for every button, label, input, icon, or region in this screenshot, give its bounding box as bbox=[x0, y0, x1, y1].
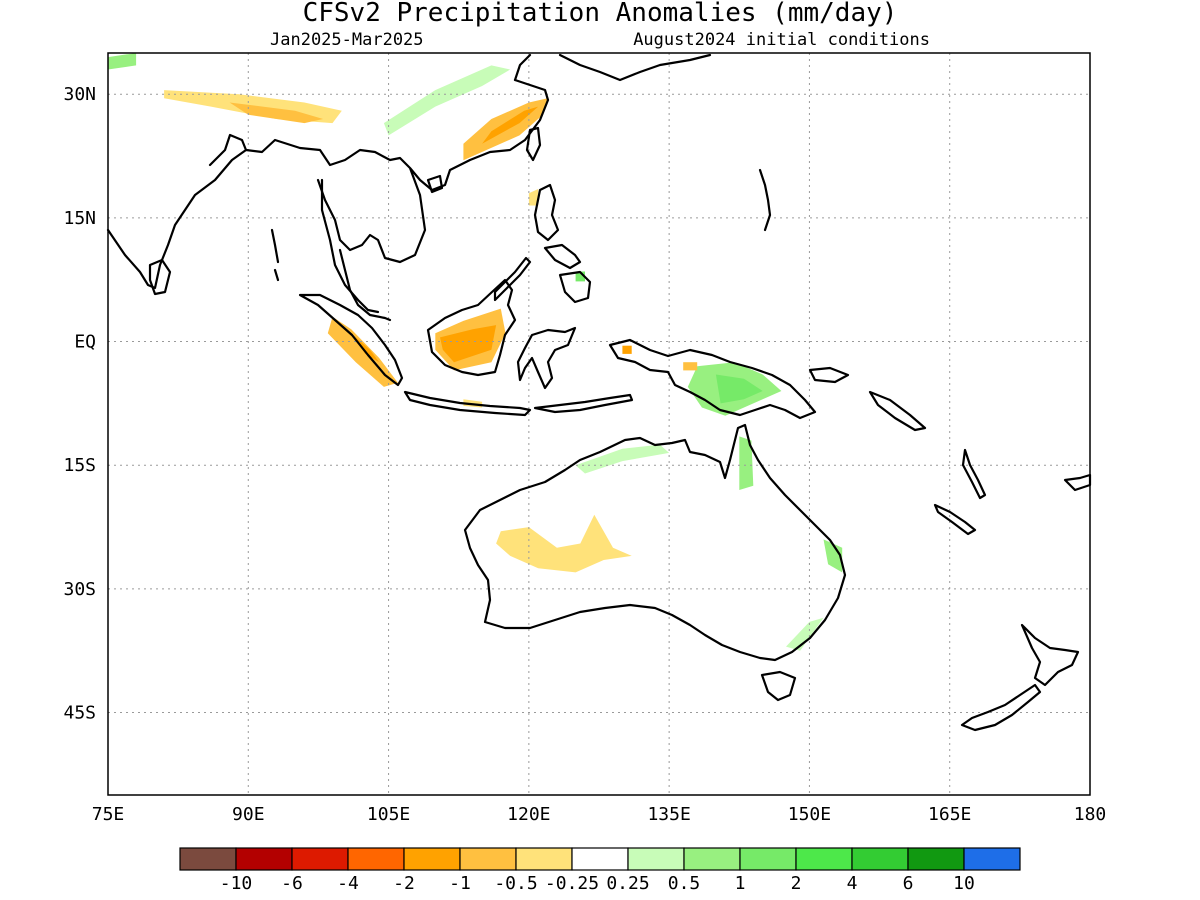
latitude-tick-label: 45S bbox=[63, 703, 96, 724]
longitude-tick-label: 105E bbox=[367, 804, 410, 825]
tasmania-coastline bbox=[760, 670, 797, 702]
colorbar-label: -6 bbox=[281, 873, 303, 894]
sri-lanka-coastline bbox=[148, 258, 172, 296]
nsw-wet-anomaly bbox=[786, 617, 824, 651]
sumatra-coastline bbox=[298, 293, 404, 387]
gridlines bbox=[108, 53, 1090, 795]
longitude-tick-label: 150E bbox=[788, 804, 831, 825]
colorbar-swatch bbox=[739, 847, 797, 871]
colorbar-label: 1 bbox=[735, 873, 746, 894]
colorbar-swatch bbox=[851, 847, 909, 871]
colorbar-label: 0.5 bbox=[668, 873, 701, 894]
east-asia-coastline bbox=[513, 53, 712, 82]
colorbar-swatch bbox=[459, 847, 517, 871]
latitude-labels: 30N 15N EQ 15S 30S 45S bbox=[63, 84, 96, 723]
colorbar-swatch bbox=[963, 847, 1021, 871]
new-guinea-dry-anomaly bbox=[683, 362, 698, 371]
latitude-tick-label: 15S bbox=[63, 455, 96, 476]
colorbar-swatch bbox=[627, 847, 685, 871]
colorbar-label: -0.25 bbox=[545, 873, 599, 894]
andaman-islands-coastline bbox=[270, 228, 280, 282]
colorbar-label: -0.5 bbox=[494, 873, 537, 894]
colorbar-label: 10 bbox=[953, 873, 975, 894]
latitude-tick-label: 30N bbox=[63, 84, 96, 105]
colorbar-swatch bbox=[795, 847, 853, 871]
colorbar-swatch bbox=[347, 847, 405, 871]
colorbar-swatch bbox=[907, 847, 965, 871]
taiwan-coastline bbox=[525, 126, 542, 162]
map-plot-area bbox=[106, 52, 1092, 796]
vanuatu-coastline bbox=[961, 448, 987, 500]
east-australia-wet-anomaly bbox=[823, 539, 843, 573]
colorbar-label: -1 bbox=[449, 873, 471, 894]
colorbar-swatch bbox=[403, 847, 461, 871]
marianas-islands-coastline bbox=[758, 168, 772, 232]
java-coastline bbox=[403, 390, 532, 417]
fiji-coastline bbox=[1063, 473, 1092, 492]
colorbar-label: 0.25 bbox=[606, 873, 649, 894]
visayas-coastline bbox=[543, 243, 582, 270]
colorbar-swatch bbox=[291, 847, 349, 871]
palawan-coastline bbox=[493, 256, 532, 302]
longitude-tick-label: 165E bbox=[928, 804, 971, 825]
south-china-dry-inner-anomaly bbox=[482, 106, 539, 144]
colorbar-swatch bbox=[515, 847, 573, 871]
map-frame bbox=[107, 52, 1091, 796]
longitude-tick-label: 135E bbox=[647, 804, 690, 825]
map-title: CFSv2 Precipitation Anomalies (mm/day) bbox=[303, 0, 898, 28]
latitude-tick-label: EQ bbox=[74, 332, 96, 353]
new-britain-coastline bbox=[808, 366, 850, 384]
malay-peninsula-coastline bbox=[320, 178, 380, 314]
latitude-tick-label: 30S bbox=[63, 579, 96, 600]
longitude-tick-label: 90E bbox=[232, 804, 265, 825]
hainan-coastline bbox=[426, 174, 444, 194]
sumatra-dry-inner-anomaly bbox=[351, 333, 380, 363]
colorbar-swatch bbox=[235, 847, 293, 871]
north-australia-wet-anomaly bbox=[575, 444, 670, 474]
longitude-tick-label: 120E bbox=[507, 804, 550, 825]
longitude-labels: 75E 90E 105E 120E 135E 150E 165E 180 bbox=[92, 804, 1107, 825]
colorbar-label: 2 bbox=[791, 873, 802, 894]
halmahera-dry-anomaly bbox=[622, 345, 632, 354]
colorbar-swatch bbox=[179, 847, 237, 871]
new-guinea-wet-inner-anomaly bbox=[715, 374, 763, 404]
cape-york-wet-anomaly bbox=[739, 436, 754, 490]
china-wet-band-anomaly bbox=[383, 65, 511, 136]
himalaya-wet-anomaly bbox=[108, 53, 137, 70]
initial-conditions-subtitle: August2024 initial conditions bbox=[633, 30, 930, 50]
new-zealand-north-island-coastline bbox=[1020, 623, 1080, 687]
india-coastline bbox=[106, 133, 248, 290]
lesser-sunda-coastline bbox=[533, 393, 634, 414]
colorbar-label: -4 bbox=[337, 873, 359, 894]
philippines-dry-anomaly bbox=[528, 189, 539, 206]
borneo-coastline bbox=[426, 278, 517, 377]
luzon-coastline bbox=[533, 183, 560, 242]
colorbar-label: -10 bbox=[220, 873, 253, 894]
anomaly-shading bbox=[108, 53, 843, 651]
new-zealand-south-island-coastline bbox=[960, 683, 1042, 732]
sulawesi-coastline bbox=[516, 326, 577, 390]
mainland-southeast-asia-coastline bbox=[244, 78, 550, 322]
solomon-islands-coastline bbox=[868, 390, 927, 432]
colorbar-swatch bbox=[571, 847, 629, 871]
australia-coastline bbox=[463, 423, 847, 662]
mindanao-coastline bbox=[558, 270, 592, 304]
west-australia-dry-anomaly bbox=[496, 514, 632, 573]
colorbar-label: 6 bbox=[903, 873, 914, 894]
latitude-tick-label: 15N bbox=[63, 208, 96, 229]
longitude-tick-label: 180 bbox=[1074, 804, 1107, 825]
new-caledonia-coastline bbox=[933, 503, 977, 536]
borneo-dry-inner-anomaly bbox=[440, 325, 497, 363]
period-subtitle: Jan2025-Mar2025 bbox=[270, 30, 424, 50]
colorbar-swatch bbox=[683, 847, 741, 871]
longitude-tick-label: 75E bbox=[92, 804, 125, 825]
new-guinea-coastline bbox=[608, 338, 817, 420]
colorbar: -10 -6 -4 -2 -1 -0.5 -0.25 0.25 0.5 1 2 4 6 10 bbox=[179, 847, 1021, 894]
colorbar-label: -2 bbox=[393, 873, 415, 894]
coastlines bbox=[106, 53, 1092, 732]
colorbar-label: 4 bbox=[847, 873, 858, 894]
tibet-dry-inner-anomaly bbox=[229, 102, 324, 124]
